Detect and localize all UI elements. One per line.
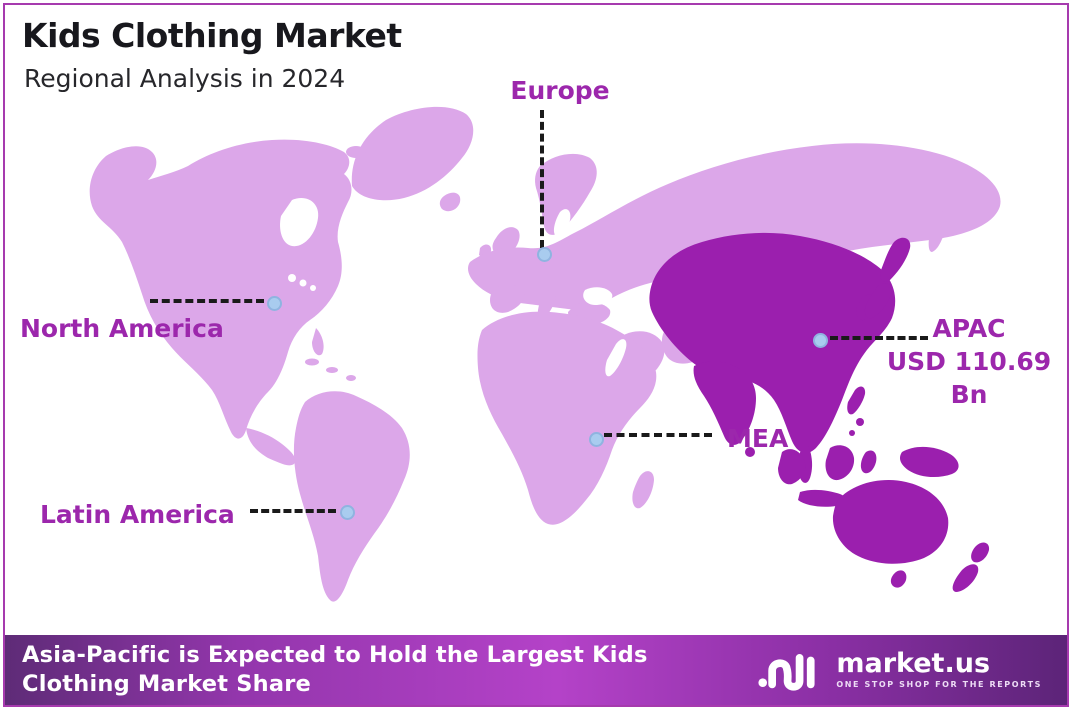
region-label-apac: APAC USD 110.69 Bn xyxy=(880,312,1058,411)
philippines-shape xyxy=(847,386,866,415)
south-america-shape xyxy=(293,391,410,602)
sakhalin-shape xyxy=(928,211,947,252)
logo-name: market.us xyxy=(836,647,991,679)
hudson-bay xyxy=(280,198,319,247)
borneo-shape xyxy=(825,445,855,481)
region-label-mea: MEA xyxy=(727,424,789,453)
africa-shape xyxy=(477,311,657,525)
marketus-logo: market.us ONE STOP SHOP FOR THE REPORTS xyxy=(756,645,1042,693)
japan-south-shape xyxy=(864,283,892,319)
marker-apac xyxy=(813,333,828,348)
leader-line-latin-america xyxy=(250,509,336,513)
apac-name: APAC xyxy=(932,314,1006,343)
page-subtitle: Regional Analysis in 2024 xyxy=(24,64,346,93)
caribbean-island xyxy=(346,375,356,381)
black-sea xyxy=(583,287,613,305)
scandinavia-shape xyxy=(535,153,597,235)
region-label-north-america: North America xyxy=(20,314,224,343)
sri-lanka-shape xyxy=(745,447,755,457)
apac-value: USD 110.69 Bn xyxy=(886,347,1052,409)
tasmania-shape xyxy=(890,570,907,588)
footer-banner: Asia-Pacific is Expected to Hold the Lar… xyxy=(5,635,1067,705)
caribbean-island xyxy=(305,358,319,366)
sulawesi-shape xyxy=(860,450,877,474)
central-america-shape xyxy=(246,428,296,466)
iberia-shape xyxy=(490,284,525,313)
asia-main-shape xyxy=(649,232,896,453)
java-shape xyxy=(798,489,845,507)
leader-line-mea xyxy=(604,433,712,437)
logo-tagline: ONE STOP SHOP FOR THE REPORTS xyxy=(836,679,1042,689)
region-label-europe: Europe xyxy=(510,76,610,105)
marker-north-america xyxy=(267,296,282,311)
new-guinea-shape xyxy=(900,446,959,478)
marker-mea xyxy=(589,432,604,447)
sea-cutouts xyxy=(280,198,659,377)
page-title: Kids Clothing Market xyxy=(22,16,402,55)
baltic-sea xyxy=(553,209,571,237)
caribbean-island xyxy=(326,367,338,373)
sumatra-shape xyxy=(778,449,806,485)
marker-europe xyxy=(537,247,552,262)
madagascar-shape xyxy=(632,471,654,509)
new-zealand-south-shape xyxy=(952,564,979,592)
philippine-island xyxy=(849,430,855,436)
japan-shape xyxy=(880,237,911,282)
logo-text-block: market.us ONE STOP SHOP FOR THE REPORTS xyxy=(836,647,1042,689)
india-shape xyxy=(693,361,756,445)
arctic-island xyxy=(346,146,366,158)
marketus-logo-icon xyxy=(758,654,815,691)
australia-shape xyxy=(832,480,949,564)
florida-shape xyxy=(312,328,324,356)
great-lake xyxy=(288,274,296,282)
eurasia-shape xyxy=(468,143,1001,311)
footer-headline: Asia-Pacific is Expected to Hold the Lar… xyxy=(22,642,648,697)
new-zealand-north-shape xyxy=(971,542,990,563)
marker-latin-america xyxy=(340,505,355,520)
leader-line-north-america xyxy=(150,299,264,303)
region-label-latin-america: Latin America xyxy=(40,500,235,529)
leader-line-apac xyxy=(830,336,928,340)
greenland-shape xyxy=(351,106,474,201)
iceland-shape xyxy=(439,192,461,212)
great-lake xyxy=(310,285,316,291)
great-lake xyxy=(299,279,307,287)
red-sea xyxy=(605,339,627,377)
leader-line-europe xyxy=(540,110,544,248)
philippine-island xyxy=(856,418,864,426)
apac-dark-regions xyxy=(649,232,990,592)
